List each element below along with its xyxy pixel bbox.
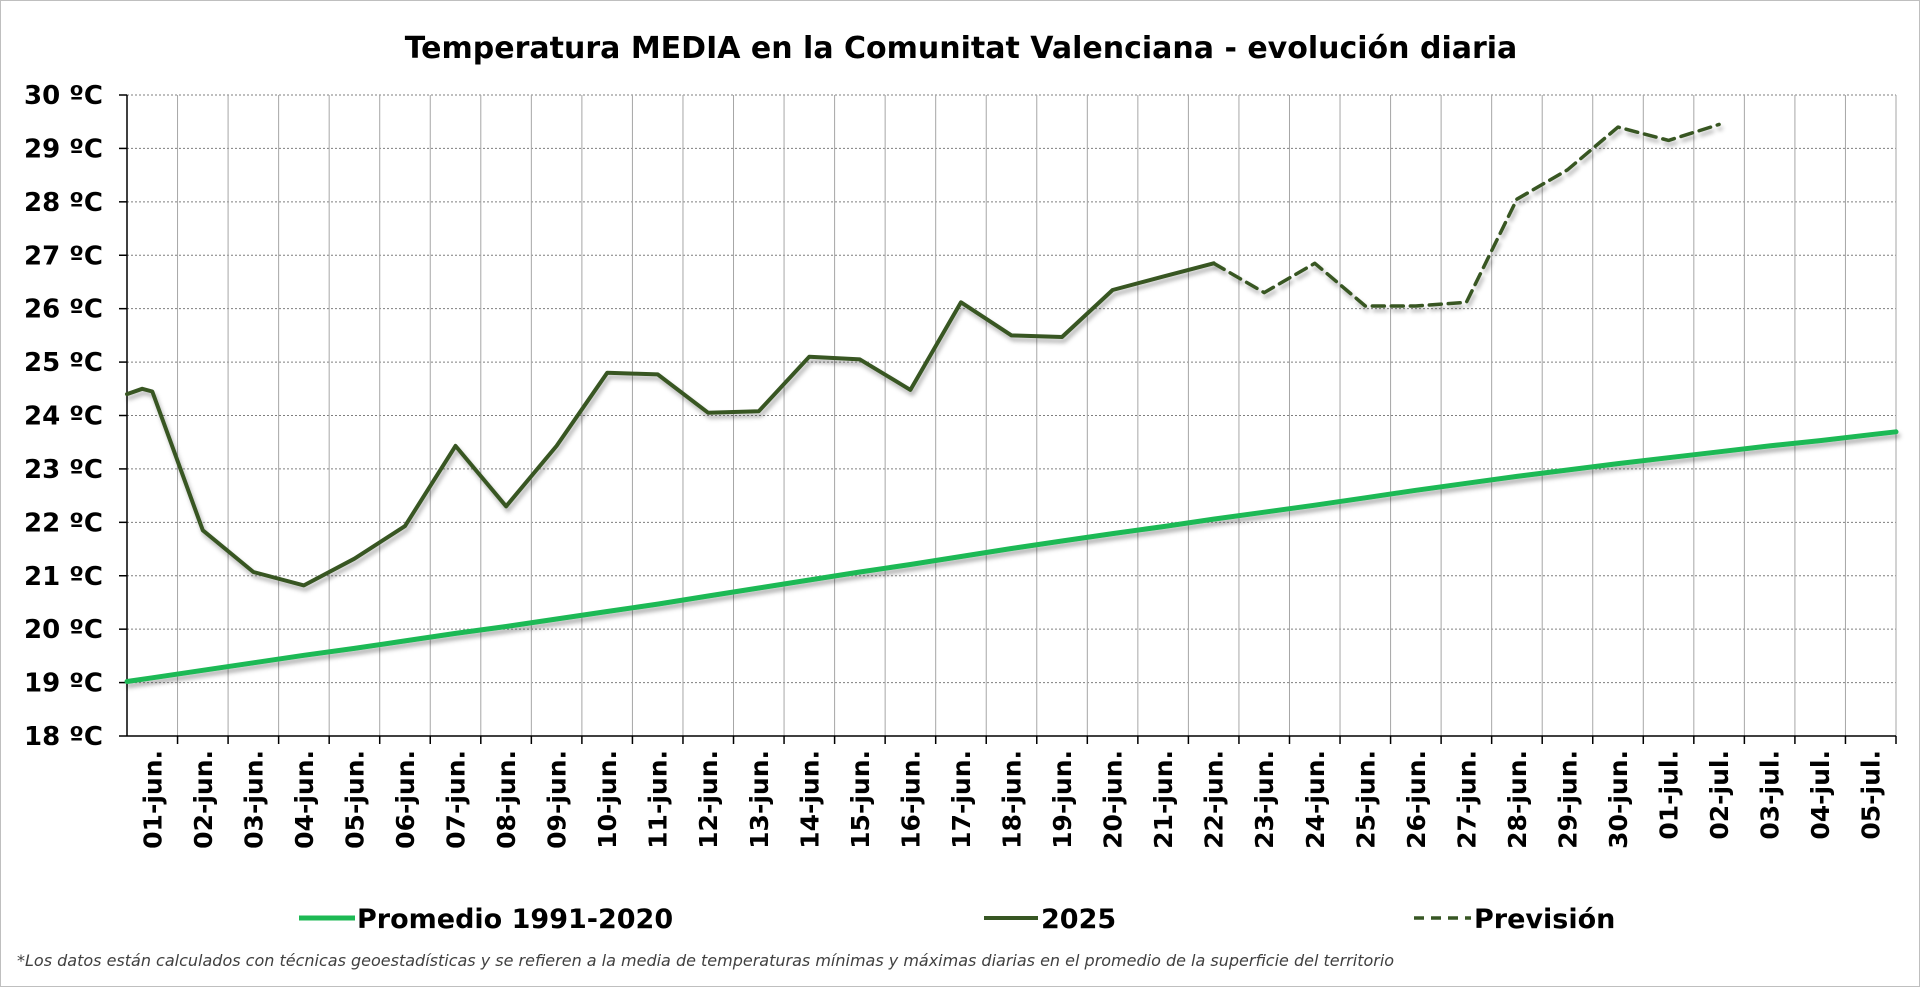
x-tick-label: 10-jun.: [593, 750, 622, 849]
x-tick-label: 02-jul.: [1705, 750, 1734, 840]
grid-lines: [127, 94, 1897, 736]
x-tick-label: 04-jun.: [290, 750, 319, 849]
x-tick-label: 01-jul.: [1655, 750, 1684, 840]
x-tick-label: 30-jun.: [1604, 750, 1633, 849]
x-tick-label: 20-jun.: [1099, 750, 1128, 849]
x-tick-label: 16-jun.: [896, 750, 925, 849]
y-tick-label: 26 ºC: [24, 295, 103, 325]
x-tick-label: 06-jun.: [391, 750, 420, 849]
x-tick-label: 12-jun.: [694, 750, 723, 849]
chart-title: Temperatura MEDIA en la Comunitat Valenc…: [405, 31, 1518, 66]
x-tick-label: 01-jun.: [138, 750, 167, 849]
legend-label-0: Promedio 1991-2020: [357, 904, 673, 935]
x-tick-label: 03-jun.: [239, 750, 268, 849]
x-tick-label: 24-jun.: [1301, 750, 1330, 849]
legend: Promedio 1991-2020 2025 Previsión: [299, 904, 1615, 935]
axes: [119, 94, 1897, 744]
x-tick-label: 19-jun.: [1048, 750, 1077, 849]
y-tick-label: 20 ºC: [24, 615, 103, 645]
x-tick-label: 05-jul.: [1857, 750, 1886, 840]
y-tick-label: 24 ºC: [24, 402, 103, 432]
x-tick-label: 09-jun.: [543, 750, 572, 849]
x-tick-label: 26-jun.: [1402, 750, 1431, 849]
x-tick-label: 13-jun.: [745, 750, 774, 849]
x-tick-label: 15-jun.: [846, 750, 875, 849]
x-tick-label: 14-jun.: [795, 750, 824, 849]
y-tick-label: 29 ºC: [24, 134, 103, 164]
y-tick-label: 22 ºC: [24, 508, 103, 538]
x-tick-label: 07-jun.: [442, 750, 471, 849]
x-tick-label: 04-jul.: [1806, 750, 1835, 840]
data-series: [124, 122, 1899, 684]
y-tick-label: 27 ºC: [24, 241, 103, 271]
x-tick-label: 21-jun.: [1149, 750, 1178, 849]
y-tick-label: 18 ºC: [24, 722, 103, 752]
x-tick-label: 17-jun.: [947, 750, 976, 849]
y-tick-label: 21 ºC: [24, 562, 103, 592]
x-tick-label: 22-jun.: [1200, 750, 1229, 849]
y-tick-label: 19 ºC: [24, 669, 103, 699]
x-tick-label: 29-jun.: [1553, 750, 1582, 849]
y-tick-label: 30 ºC: [24, 81, 103, 111]
x-tick-label: 23-jun.: [1250, 750, 1279, 849]
series-line-2: [1211, 122, 1721, 308]
series-line-0: [124, 429, 1899, 684]
legend-label-2: Previsión: [1474, 904, 1615, 935]
x-tick-label: 27-jun.: [1452, 750, 1481, 849]
y-tick-label: 23 ºC: [24, 455, 103, 485]
x-tick-label: 02-jun.: [189, 750, 218, 849]
x-tick-label: 08-jun.: [492, 750, 521, 849]
legend-label-1: 2025: [1041, 904, 1116, 935]
x-tick-label: 25-jun.: [1351, 750, 1380, 849]
x-tick-label: 05-jun.: [340, 750, 369, 849]
x-tick-label: 11-jun.: [644, 750, 673, 849]
y-tick-label: 28 ºC: [24, 188, 103, 218]
x-tick-labels: 01-jun. 02-jun. 03-jun. 04-jun. 05-jun. 06-ju…: [138, 750, 1885, 849]
y-tick-labels: 18 ºC 19 ºC 20 ºC 21 ºC 22 ºC 23 ºC 24 ºC 25 ºC…: [24, 81, 103, 752]
footnote: *Los datos están calculados con técnicas…: [17, 951, 1394, 970]
series-line-1: [125, 261, 1216, 588]
x-tick-label: 28-jun.: [1503, 750, 1532, 849]
x-tick-label: 03-jul.: [1756, 750, 1785, 840]
y-tick-label: 25 ºC: [24, 348, 103, 378]
x-tick-label: 18-jun.: [998, 750, 1027, 849]
